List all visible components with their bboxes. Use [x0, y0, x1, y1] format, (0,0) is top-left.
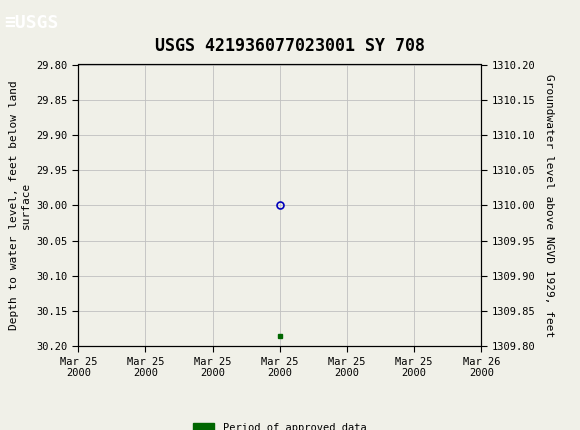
Y-axis label: Groundwater level above NGVD 1929, feet: Groundwater level above NGVD 1929, feet	[544, 74, 554, 337]
Text: USGS 421936077023001 SY 708: USGS 421936077023001 SY 708	[155, 37, 425, 55]
Y-axis label: Depth to water level, feet below land
surface: Depth to water level, feet below land su…	[9, 80, 31, 330]
Legend: Period of approved data: Period of approved data	[189, 418, 371, 430]
Text: ≡USGS: ≡USGS	[5, 15, 59, 33]
